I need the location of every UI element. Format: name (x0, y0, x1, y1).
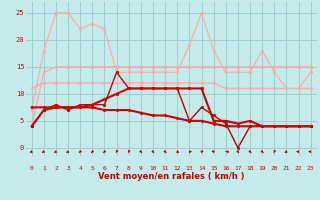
X-axis label: Vent moyen/en rafales ( km/h ): Vent moyen/en rafales ( km/h ) (98, 172, 244, 181)
